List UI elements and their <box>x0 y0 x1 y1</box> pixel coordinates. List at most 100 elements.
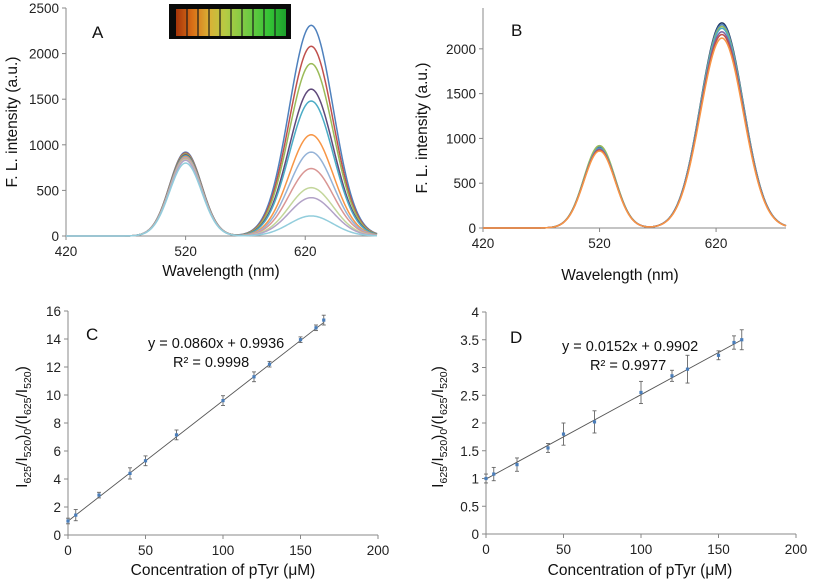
panel-d-x-tick-label: 50 <box>556 542 571 557</box>
panel-c-equation: y = 0.0860x + 0.9936 <box>148 336 284 352</box>
panel-c-y-tick-label: 6 <box>53 444 61 459</box>
panel-b-x-label: Wavelength (nm) <box>561 267 678 284</box>
panel-c-x-tick-label: 0 <box>64 543 72 558</box>
panel-a-x-tick-label: 520 <box>174 244 197 259</box>
panel-b-y-tick-label: 500 <box>453 176 476 191</box>
panel-d: 0 50 100 150 200 0 0.5 1 1.5 2 2.5 3 3.5 4 D y = 0.01… <box>430 305 807 579</box>
panel-a-x-tick-label: 620 <box>294 244 317 259</box>
panel-d-equation: y = 0.0152x + 0.9902 <box>562 339 698 355</box>
panel-a-y-label: F. L. intensity (a.u.) <box>4 57 21 188</box>
panel-a-y-tick-label: 1000 <box>29 138 59 153</box>
panel-a-series-8 <box>66 157 378 237</box>
panel-a-series-10 <box>66 159 378 237</box>
panel-d-label: D <box>510 328 522 347</box>
panel-b-x-tick-label: 520 <box>588 236 611 251</box>
panel-c-y-tick-label: 14 <box>46 332 62 347</box>
panel-c-data-point <box>66 519 70 523</box>
panel-b-y-label: F. L. intensity (a.u.) <box>414 63 431 194</box>
panel-d-y-tick-label: 0 <box>471 527 479 542</box>
panel-d-x-tick-label: 150 <box>707 542 730 557</box>
panel-a-series-11 <box>66 162 378 237</box>
panel-c-x-tick-label: 150 <box>289 543 312 558</box>
panel-a-series-4 <box>66 88 378 237</box>
panel-b-series-1 <box>483 22 787 229</box>
panel-c-data-point <box>298 338 303 342</box>
panel-a: 420 520 620 0 500 1000 1500 2000 2500 A Waveleng… <box>4 1 378 280</box>
panel-c-r2: R² = 0.9998 <box>173 355 249 371</box>
panel-a-series-1 <box>66 24 378 237</box>
panel-b-series-7 <box>483 37 787 229</box>
panel-d-x-tick-label: 200 <box>785 542 808 557</box>
panel-b: 420 520 620 0 500 1000 1500 2000 B Wavelength (… <box>414 8 787 284</box>
panel-d-x-label: Concentration of pTyr (μM) <box>548 562 733 579</box>
panel-d-data-point <box>685 367 690 371</box>
panel-c-data-point <box>97 493 101 497</box>
panel-d-data-point <box>484 476 488 481</box>
panel-b-series-3 <box>483 25 787 229</box>
panel-d-data-point <box>592 420 597 424</box>
panel-a-x-tick-label: 420 <box>55 244 78 259</box>
panel-c-y-tick-label: 0 <box>53 528 61 543</box>
panel-c-data-point <box>74 513 78 517</box>
panel-a-y-tick-label: 0 <box>51 229 59 244</box>
panel-b-series-2 <box>483 23 787 229</box>
panel-d-data-point <box>670 374 674 378</box>
panel-a-y-tick-label: 1500 <box>29 92 59 107</box>
panel-c-data-point <box>314 326 318 330</box>
panel-c-x-label: Concentration of pTyr (μM) <box>131 562 316 579</box>
panel-b-series-5 <box>483 31 787 229</box>
panel-a-y-tick-label: 2000 <box>29 47 59 62</box>
panel-b-y-tick-label: 0 <box>468 221 476 236</box>
panel-b-y-tick-label: 2000 <box>446 42 476 57</box>
panel-c-fit-line <box>67 322 325 522</box>
panel-a-series-9 <box>66 158 378 237</box>
panel-c-y-tick-label: 16 <box>46 304 61 319</box>
panel-c-data-point <box>128 471 132 475</box>
panel-c-data-point <box>174 433 179 437</box>
panel-a-y-tick-label: 2500 <box>29 1 59 16</box>
panel-b-series-4 <box>483 27 787 229</box>
panel-d-data-point <box>639 390 643 395</box>
panel-c-data-point <box>221 399 225 403</box>
panel-c-y-tick-label: 12 <box>46 360 61 375</box>
panel-c-x-tick-label: 50 <box>138 543 153 558</box>
panel-b-label: B <box>511 21 522 40</box>
vial-photo-inset <box>169 4 291 39</box>
panel-d-y-tick-label: 0.5 <box>460 499 479 514</box>
panel-c: 0 50 100 150 200 0 2 4 6 8 10 12 14 16 C y = 0.0860x … <box>14 304 389 579</box>
panel-c-y-tick-label: 10 <box>46 388 61 403</box>
panel-d-data-point <box>492 472 496 476</box>
panel-d-y-tick-label: 1.5 <box>460 444 479 459</box>
panel-d-y-label: I625/I520)0/(I625/I520) <box>430 366 450 488</box>
panel-d-data-point <box>561 432 566 436</box>
panel-a-x-label: Wavelength (nm) <box>162 263 279 280</box>
panel-d-fit-line <box>485 339 742 480</box>
panel-d-y-tick-label: 2 <box>471 416 479 431</box>
panel-d-data-point <box>546 446 550 450</box>
panel-d-y-tick-label: 2.5 <box>460 388 479 403</box>
panel-a-y-tick-label: 500 <box>36 183 59 198</box>
panel-b-x-tick-label: 620 <box>705 236 728 251</box>
panel-b-y-tick-label: 1500 <box>446 87 476 102</box>
panel-c-y-tick-label: 8 <box>53 416 61 431</box>
panel-c-data-point <box>267 362 272 366</box>
panel-b-y-tick-label: 1000 <box>446 131 476 146</box>
panel-d-data-point <box>740 338 744 342</box>
panel-c-x-tick-label: 200 <box>367 543 390 558</box>
panel-d-data-point <box>716 353 721 357</box>
panel-d-r2: R² = 0.9977 <box>590 358 666 374</box>
panel-d-data-point <box>732 340 736 345</box>
panel-b-series-6 <box>483 33 787 229</box>
panel-d-y-tick-label: 3 <box>471 361 479 376</box>
panel-c-label: C <box>86 325 98 344</box>
panel-c-data-point <box>322 318 326 322</box>
panel-d-y-tick-label: 1 <box>471 472 479 487</box>
panel-d-x-tick-label: 0 <box>482 542 490 557</box>
panel-a-label: A <box>92 23 104 42</box>
panel-c-data-point <box>252 375 256 379</box>
panel-d-x-tick-label: 100 <box>630 542 653 557</box>
panel-c-x-tick-label: 100 <box>212 543 235 558</box>
panel-a-series-6 <box>66 134 378 237</box>
panel-c-data-point <box>143 459 148 463</box>
